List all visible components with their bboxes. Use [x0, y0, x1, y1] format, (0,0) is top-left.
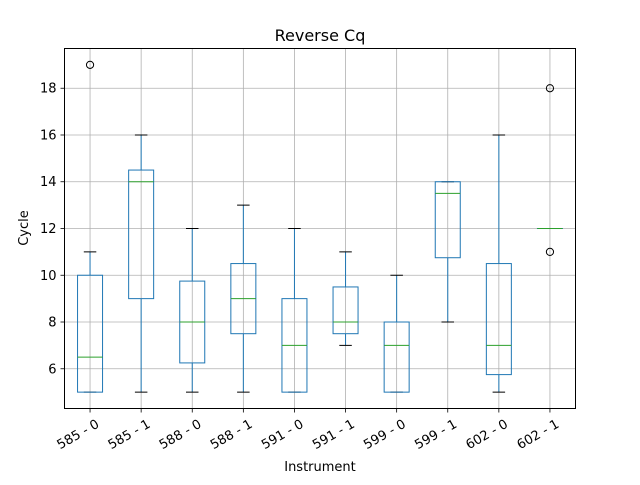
y-tick-label: 18	[40, 82, 57, 97]
x-tick-label: 599 - 0	[361, 417, 408, 453]
x-tick-label: 588 - 0	[157, 417, 204, 453]
y-tick-label: 12	[40, 222, 57, 237]
chart-title: Reverse Cq	[275, 26, 366, 45]
x-tick-label: 599 - 1	[412, 417, 459, 453]
y-tick-label: 10	[40, 269, 57, 284]
x-tick-label: 602 - 0	[463, 417, 510, 453]
x-tick-label: 588 - 1	[208, 417, 255, 453]
y-tick-label: 8	[48, 316, 56, 331]
y-tick-label: 6	[48, 362, 56, 377]
y-tick-label: 14	[40, 175, 57, 190]
x-tick-label: 591 - 0	[259, 417, 306, 453]
x-axis-label: Instrument	[284, 460, 356, 475]
x-tick-label: 602 - 1	[515, 417, 562, 453]
y-axis-label: Cycle	[17, 210, 32, 246]
box-588-1	[231, 205, 256, 392]
x-tick-label: 585 - 0	[55, 417, 102, 453]
x-tick-label: 591 - 1	[310, 417, 357, 453]
y-tick-label: 16	[40, 128, 57, 143]
box-layer	[78, 61, 563, 392]
x-tick-label: 585 - 1	[106, 417, 153, 453]
